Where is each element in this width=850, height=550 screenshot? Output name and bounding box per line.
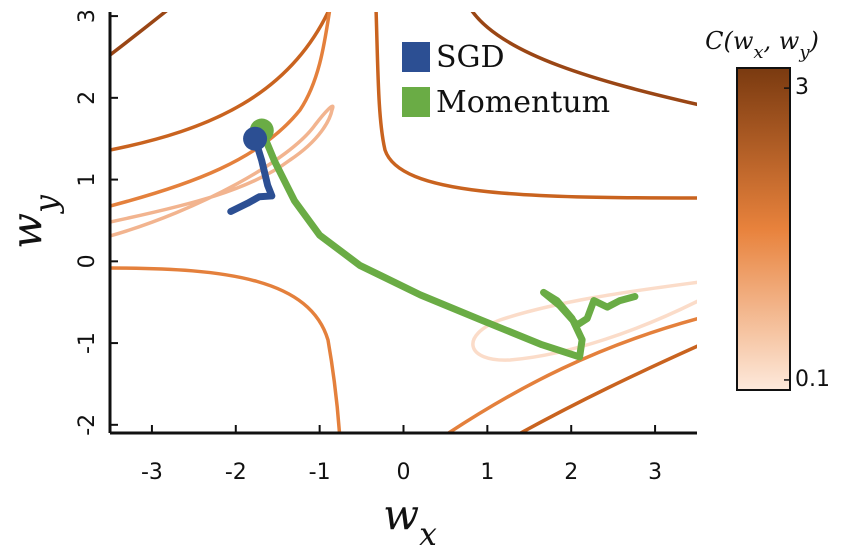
x-tick-label: 0: [397, 460, 411, 485]
colorbar-tick-label: 0.1: [795, 367, 830, 392]
y-tick-label: -2: [75, 414, 100, 436]
y-tick-label: -1: [75, 332, 100, 354]
x-tick-label: 1: [480, 460, 494, 485]
colorbar-label: C(wx, wy): [705, 27, 819, 63]
legend-swatch: [402, 87, 430, 117]
contour-line: [517, 344, 697, 433]
y-tick-label: 2: [75, 91, 100, 105]
start-point: [243, 126, 268, 151]
contour-line: [374, 12, 697, 200]
label-part: w: [779, 27, 800, 55]
label-part: w: [2, 213, 51, 249]
colorbar: [736, 67, 791, 391]
contour-line: [470, 12, 697, 107]
x-tick-label: 3: [648, 460, 662, 485]
label-part: ,: [764, 27, 779, 55]
y-tick-label: 0: [75, 254, 100, 268]
legend-label: SGD: [436, 40, 505, 75]
x-tick-label: -1: [309, 460, 331, 485]
legend-label: Momentum: [436, 85, 610, 120]
x-tick-label: -3: [141, 460, 163, 485]
trajectory: [227, 135, 276, 215]
label-part: y: [798, 42, 810, 63]
label-part: y: [29, 194, 65, 215]
contours: [110, 12, 697, 433]
x-tick-label: -2: [225, 460, 247, 485]
label-part: x: [753, 42, 763, 63]
label-part: x: [419, 517, 437, 550]
label-part: w: [733, 27, 754, 55]
label-part: ): [809, 27, 819, 55]
contour-line: [110, 12, 168, 57]
contour-line: [471, 280, 697, 362]
contour-line: [110, 12, 332, 208]
label-part: w: [383, 490, 419, 539]
contour-line: [445, 317, 697, 433]
x-axis-label: wx: [383, 490, 437, 550]
legend-swatch: [402, 42, 430, 72]
contour-line: [110, 12, 330, 152]
contour-line: [110, 104, 335, 238]
contour-line: [110, 266, 342, 433]
label-part: C(: [705, 27, 733, 55]
y-axis-label: wy: [2, 194, 65, 249]
x-tick-label: 2: [564, 460, 578, 485]
y-tick-label: 3: [75, 9, 100, 23]
colorbar-tick-label: 3: [795, 75, 809, 100]
trajectory: [258, 127, 639, 361]
y-tick-label: 1: [75, 173, 100, 187]
